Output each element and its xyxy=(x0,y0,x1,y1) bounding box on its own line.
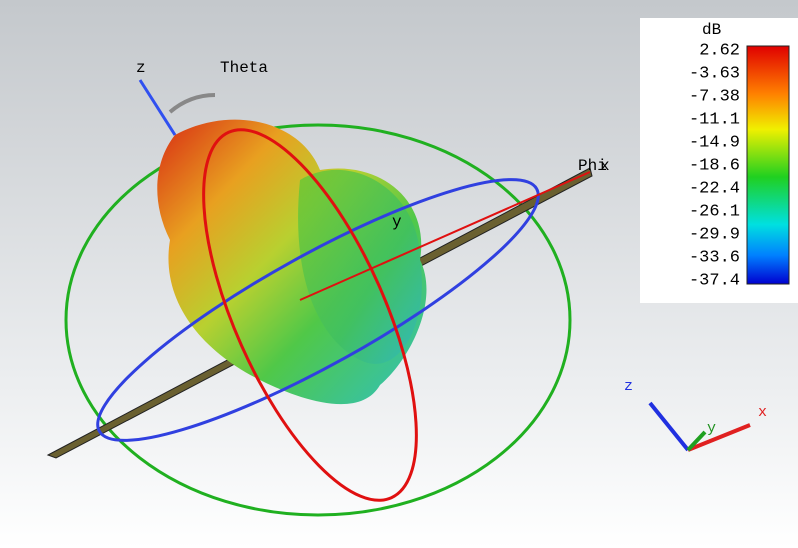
colorbar-tick-label: -26.1 xyxy=(689,202,740,221)
axis-label: Phi xyxy=(578,157,607,175)
triad: z y x xyxy=(624,378,767,452)
colorbar-tick-label: -3.63 xyxy=(689,64,740,83)
triad-label: y xyxy=(707,420,716,437)
axis-label: z xyxy=(136,59,146,77)
triad-label: z xyxy=(624,378,633,395)
z-axis xyxy=(138,79,177,136)
axis-label: x xyxy=(600,157,610,175)
colorbar-tick-label: -37.4 xyxy=(689,271,740,290)
colorbar-tick-label: -11.1 xyxy=(689,110,740,129)
triad-y xyxy=(686,430,707,452)
axis-label: y xyxy=(392,213,402,231)
colorbar-tick-label: -7.38 xyxy=(689,87,740,106)
colorbar-tick-label: 2.62 xyxy=(699,41,740,60)
colorbar-tick-label: -33.6 xyxy=(689,248,740,267)
triad-z xyxy=(648,401,690,452)
colorbar-tick-label: -14.9 xyxy=(689,133,740,152)
colorbar-title: dB xyxy=(702,21,721,39)
blue-ellipse xyxy=(96,178,540,442)
colorbar-tick-label: -29.9 xyxy=(689,225,740,244)
triad-x xyxy=(687,423,751,452)
triad-label: x xyxy=(758,404,767,421)
colorbar-ticks: 2.62 -3.63 -7.38 -11.1 -14.9 -18.6 -22.4 -26.1 -… xyxy=(689,41,740,290)
colorbar-tick-label: -22.4 xyxy=(689,179,740,198)
green-circle xyxy=(64,123,572,517)
colorbar-tick-label: -18.6 xyxy=(689,156,740,175)
colorbar xyxy=(746,45,790,285)
red-ellipse xyxy=(202,128,418,502)
theta-arrow xyxy=(168,93,216,114)
axis-label: Theta xyxy=(220,59,268,77)
x-axis xyxy=(299,171,591,301)
